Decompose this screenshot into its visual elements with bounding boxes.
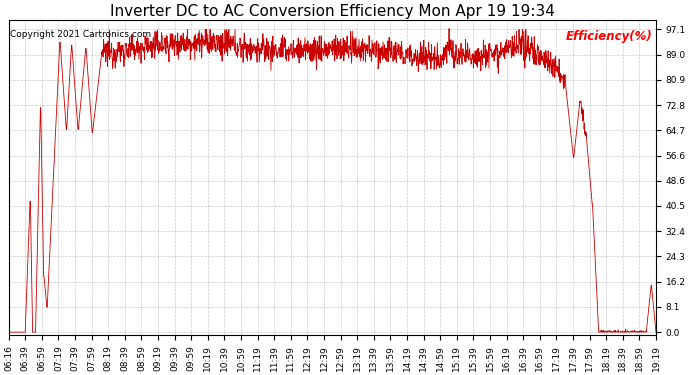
Text: Copyright 2021 Cartronics.com: Copyright 2021 Cartronics.com — [10, 30, 151, 39]
Text: Efficiency(%): Efficiency(%) — [566, 30, 653, 43]
Title: Inverter DC to AC Conversion Efficiency Mon Apr 19 19:34: Inverter DC to AC Conversion Efficiency … — [110, 4, 555, 19]
